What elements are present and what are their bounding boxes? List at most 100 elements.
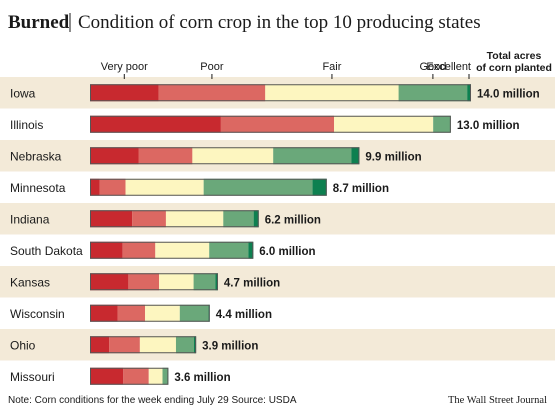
- bar-outline: [90, 115, 451, 133]
- bar-segment: [125, 178, 204, 196]
- state-label: Minnesota: [10, 181, 66, 195]
- bar-segment: [90, 241, 123, 259]
- bar-segment: [128, 273, 160, 291]
- chart-subtitle: Condition of corn crop in the top 10 pro…: [78, 12, 481, 33]
- state-row: Indiana 6.2 million: [10, 210, 321, 228]
- bar-segment: [192, 147, 274, 165]
- acres-header-line-2: of corn planted: [476, 62, 552, 74]
- legend-label: Fair: [322, 61, 341, 73]
- bar-segment: [194, 336, 197, 354]
- acres-header-line-1: Total acres: [487, 50, 542, 62]
- state-label: Missouri: [10, 370, 55, 384]
- acres-label: 14.0 million: [477, 88, 540, 100]
- acres-label: 3.9 million: [202, 340, 258, 352]
- bar-segment: [132, 210, 166, 228]
- state-label: Ohio: [10, 338, 36, 352]
- legend-label: Excellent: [426, 61, 471, 73]
- acres-label: 4.4 million: [216, 309, 272, 321]
- state-label: Kansas: [10, 275, 50, 289]
- acres-label: 6.0 million: [259, 246, 315, 258]
- bar-outline: [90, 84, 471, 102]
- legend-label: Very poor: [101, 61, 148, 73]
- bar-segment: [209, 241, 249, 259]
- bar-segment: [138, 147, 193, 165]
- bar-outline: [90, 273, 218, 291]
- state-row: Nebraska 9.9 million: [10, 147, 422, 165]
- bar-outline: [90, 336, 197, 354]
- bar-segment: [139, 336, 176, 354]
- bar-outline: [90, 367, 169, 385]
- bar-segment: [117, 304, 146, 322]
- state-label: Nebraska: [10, 149, 62, 163]
- bar-outline: [90, 241, 254, 259]
- state-label: Indiana: [10, 212, 50, 226]
- bar-segment: [90, 367, 124, 385]
- bar-segment: [123, 367, 149, 385]
- bar-segment: [90, 84, 159, 102]
- bar-segment: [248, 241, 254, 259]
- chart-title: Burned: [8, 12, 70, 33]
- bar-segment: [203, 178, 313, 196]
- state-row: Kansas 4.7 million: [10, 273, 280, 291]
- legend-label: Poor: [200, 61, 224, 73]
- bar-segment: [148, 367, 163, 385]
- bar-segment: [253, 210, 259, 228]
- legend-label: Good: [419, 61, 446, 73]
- bar-segment: [273, 147, 352, 165]
- bar-segment: [215, 273, 218, 291]
- footnote: Note: Corn conditions for the week endin…: [8, 395, 297, 406]
- state-row: South Dakota 6.0 million: [10, 241, 316, 259]
- bar-segment: [99, 178, 126, 196]
- bar-segment: [179, 304, 209, 322]
- bar-segment: [145, 304, 180, 322]
- bar-segment: [158, 84, 266, 102]
- bar-segment: [90, 147, 139, 165]
- bar-segment: [159, 273, 194, 291]
- bar-segment: [175, 336, 195, 354]
- state-label: Wisconsin: [10, 307, 65, 321]
- state-row: Illinois 13.0 million: [10, 115, 520, 133]
- source-credit: The Wall Street Journal: [448, 395, 547, 406]
- bar-segment: [90, 178, 100, 196]
- bar-segment: [90, 304, 118, 322]
- bar-segment: [312, 178, 327, 196]
- bar-segment: [467, 84, 471, 102]
- bar-segment: [351, 147, 360, 165]
- acres-label: 3.6 million: [174, 372, 230, 384]
- chart-rows: Iowa 14.0 million Illinois 13.0 million Nebr…: [10, 84, 540, 385]
- bar-segment: [398, 84, 468, 102]
- bar-segment: [193, 273, 216, 291]
- acres-label: 6.2 million: [265, 214, 321, 226]
- bar-outline: [90, 210, 259, 228]
- state-row: Missouri 3.6 million: [10, 367, 231, 385]
- state-row: Ohio 3.9 million: [10, 336, 258, 354]
- state-row: Iowa 14.0 million: [10, 84, 540, 102]
- acres-label: 8.7 million: [333, 183, 389, 195]
- bar-segment: [223, 210, 254, 228]
- bar-segment: [334, 115, 434, 133]
- acres-label: 13.0 million: [457, 120, 520, 132]
- row-band: [0, 329, 555, 361]
- bar-segment: [109, 336, 140, 354]
- bar-segment: [90, 336, 110, 354]
- state-label: Illinois: [10, 118, 43, 132]
- bar-segment: [122, 241, 156, 259]
- state-row: Wisconsin 4.4 million: [10, 304, 272, 322]
- acres-label: 9.9 million: [365, 151, 421, 163]
- bar-segment: [162, 367, 169, 385]
- bar-segment: [155, 241, 210, 259]
- bar-segment: [90, 115, 221, 133]
- bar-segment: [165, 210, 224, 228]
- bar-outline: [90, 178, 327, 196]
- state-row: Minnesota 8.7 million: [10, 178, 389, 196]
- bar-segment: [90, 273, 129, 291]
- bar-outline: [90, 304, 210, 322]
- bar-segment: [265, 84, 399, 102]
- acres-label: 4.7 million: [224, 277, 280, 289]
- bar-segment: [220, 115, 335, 133]
- state-label: South Dakota: [10, 244, 83, 258]
- bar-segment: [433, 115, 451, 133]
- bar-outline: [90, 147, 360, 165]
